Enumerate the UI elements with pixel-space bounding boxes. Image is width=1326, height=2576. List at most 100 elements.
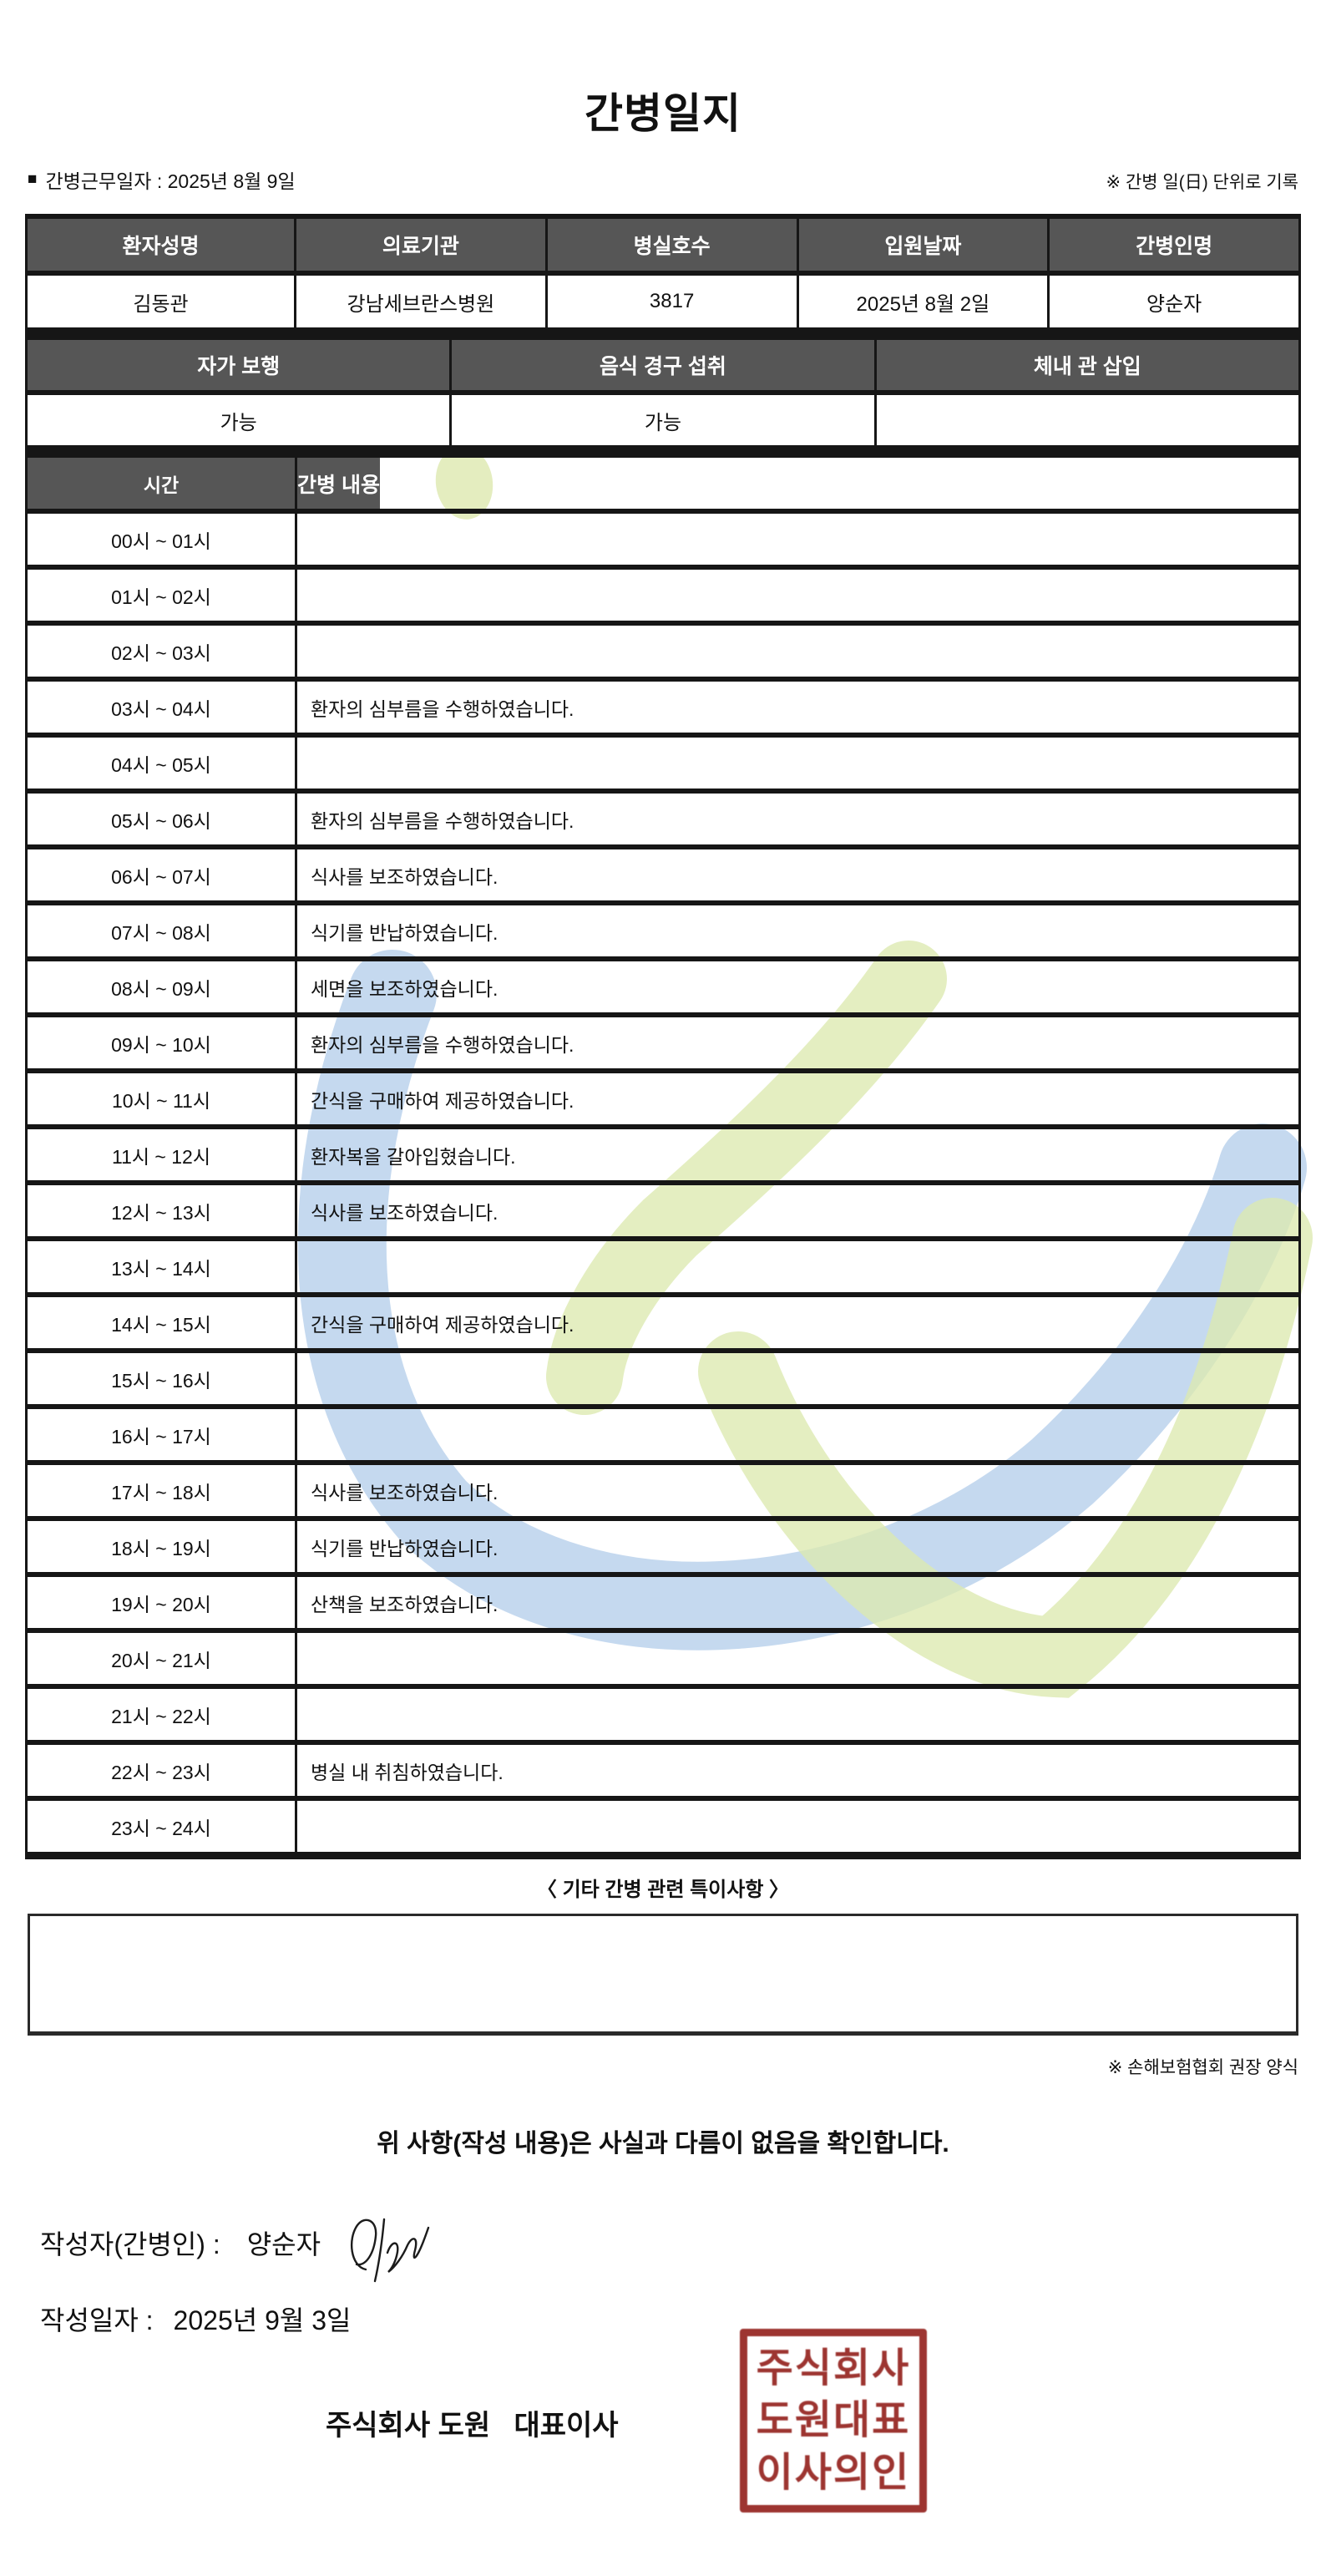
time-range-cell: 04시 ~ 05시 (28, 738, 297, 789)
writer-label: 작성자(간병인) : (40, 2229, 220, 2259)
care-table-row: 10시 ~ 11시 간식을 구매하여 제공하였습니다. (28, 1073, 1298, 1129)
time-range-cell: 17시 ~ 18시 (28, 1465, 297, 1516)
stamp-line: 이사의인 (756, 2450, 911, 2495)
unit-note: ※ 간병 일(日) 단위로 기록 (1106, 173, 1298, 192)
value-admission-date: 2025년 8월 2일 (799, 276, 1050, 327)
time-range-cell: 03시 ~ 04시 (28, 682, 297, 733)
care-table-row: 12시 ~ 13시 식사를 보조하였습니다. (28, 1185, 1298, 1241)
care-content-cell (297, 1241, 1298, 1292)
care-log-table: 시간 간병 내용 00시 ~ 01시 01시 ~ 02시 02시 ~ 03시 0… (25, 453, 1301, 1859)
care-content-cell (297, 570, 1298, 621)
care-content-cell: 식사를 보조하였습니다. (311, 865, 499, 888)
time-range-cell: 15시 ~ 16시 (28, 1353, 297, 1404)
care-table-row: 15시 ~ 16시 (28, 1353, 1298, 1409)
care-content-cell (297, 1353, 1298, 1404)
handwritten-signature (351, 2218, 430, 2283)
time-range-cell: 23시 ~ 24시 (28, 1801, 297, 1852)
stamp-line: 주식회사 (756, 2345, 911, 2391)
header-room-number: 병실호수 (547, 219, 799, 271)
page-title: 간병일지 (585, 90, 741, 137)
care-content-cell (297, 1633, 1298, 1684)
header-admission-date: 입원날짜 (798, 219, 1050, 271)
care-content-cell: 식기를 반납하였습니다. (311, 1537, 499, 1559)
value-room-number: 3817 (548, 276, 799, 327)
care-content-cell: 간식을 구매하여 제공하였습니다. (311, 1089, 574, 1112)
header-tube-insertion: 체내 관 삽입 (876, 340, 1298, 390)
value-medical-institution: 강남세브란스병원 (296, 276, 548, 327)
patient-value-row: 김동관 강남세브란스병원 3817 2025년 8월 2일 양순자 (28, 276, 1298, 332)
time-range-cell: 19시 ~ 20시 (28, 1577, 297, 1628)
care-content-cell: 식사를 보조하였습니다. (311, 1201, 499, 1224)
care-content-cell: 식기를 반납하였습니다. (311, 921, 499, 944)
time-range-cell: 21시 ~ 22시 (28, 1689, 297, 1740)
notes-box (28, 1914, 1298, 2036)
care-table-row: 03시 ~ 04시 환자의 심부름을 수행하였습니다. (28, 682, 1298, 738)
care-content-cell (297, 626, 1298, 677)
corporate-seal-stamp: 주식회사 도원대표 이사의인 (740, 2329, 927, 2513)
care-content-cell: 환자의 심부름을 수행하였습니다. (311, 697, 574, 720)
care-content-cell: 식사를 보조하였습니다. (311, 1481, 499, 1504)
care-table-row: 19시 ~ 20시 산책을 보조하였습니다. (28, 1577, 1298, 1633)
value-patient-name: 김동관 (28, 276, 296, 327)
care-table-row: 09시 ~ 10시 환자의 심부름을 수행하였습니다. (28, 1017, 1298, 1073)
bullet-square-icon: ■ (28, 170, 38, 188)
time-range-cell: 01시 ~ 02시 (28, 570, 297, 621)
time-range-cell: 08시 ~ 09시 (28, 961, 297, 1012)
company-signature-line: 주식회사 도원 대표이사 (326, 2410, 619, 2442)
status-value-row: 가능 가능 (28, 395, 1298, 450)
care-table-row: 13시 ~ 14시 (28, 1241, 1298, 1297)
care-table-row: 01시 ~ 02시 (28, 570, 1298, 626)
care-table-row: 21시 ~ 22시 (28, 1689, 1298, 1745)
care-header-row: 시간 간병 내용 (28, 458, 1298, 514)
care-content-cell: 환자의 심부름을 수행하였습니다. (311, 1033, 574, 1056)
header-patient-name: 환자성명 (28, 219, 296, 271)
care-table-row: 22시 ~ 23시 병실 내 취침하였습니다. (28, 1745, 1298, 1801)
time-range-cell: 20시 ~ 21시 (28, 1633, 297, 1684)
writer-name: 양순자 (246, 2229, 321, 2259)
header-time: 시간 (28, 458, 297, 509)
time-range-cell: 11시 ~ 12시 (28, 1129, 297, 1180)
stamp-line: 도원대표 (756, 2398, 911, 2442)
time-range-cell: 06시 ~ 07시 (28, 849, 297, 900)
work-date-line: ■ 간병근무일자 : 2025년 8월 9일 (28, 165, 296, 194)
time-range-cell: 18시 ~ 19시 (28, 1521, 297, 1572)
header-oral-intake: 음식 경구 섭취 (452, 340, 877, 390)
header-self-walking: 자가 보행 (28, 340, 453, 390)
care-content-cell: 환자복을 갈아입혔습니다. (311, 1145, 516, 1168)
care-content-cell (297, 1801, 1298, 1852)
care-table-row: 00시 ~ 01시 (28, 514, 1298, 570)
write-date-value: 2025년 9월 3일 (173, 2305, 352, 2335)
care-table-row: 18시 ~ 19시 식기를 반납하였습니다. (28, 1521, 1298, 1577)
care-content-cell: 병실 내 취침하였습니다. (311, 1761, 504, 1783)
care-table-row: 02시 ~ 03시 (28, 626, 1298, 682)
header-medical-institution: 의료기관 (296, 219, 548, 271)
header-caregiver-name: 간병인명 (1050, 219, 1298, 271)
value-tube-insertion (877, 395, 1298, 445)
time-range-cell: 13시 ~ 14시 (28, 1241, 297, 1292)
write-date-line: 작성일자 : 2025년 9월 3일 (40, 2300, 1326, 2338)
time-range-cell: 07시 ~ 08시 (28, 905, 297, 956)
care-content-cell (297, 1689, 1298, 1740)
value-self-walking: 가능 (28, 395, 453, 445)
care-content-cell: 환자의 심부름을 수행하였습니다. (311, 809, 574, 832)
time-range-cell: 10시 ~ 11시 (28, 1073, 297, 1124)
care-table-row: 23시 ~ 24시 (28, 1801, 1298, 1857)
care-content-cell: 산책을 보조하였습니다. (311, 1593, 499, 1615)
care-table-row: 05시 ~ 06시 환자의 심부름을 수행하였습니다. (28, 794, 1298, 849)
care-content-cell: 세면을 보조하였습니다. (311, 977, 499, 1000)
care-content-cell (297, 1409, 1298, 1460)
confirmation-statement: 위 사항(작성 내용)은 사실과 다름이 없음을 확인합니다. (377, 2130, 949, 2158)
care-content-cell (297, 514, 1298, 565)
value-oral-intake: 가능 (452, 395, 877, 445)
care-table-row: 04시 ~ 05시 (28, 738, 1298, 794)
notes-section-title: 〈 기타 간병 관련 특이사항 〉 (536, 1879, 790, 1901)
patient-header-row: 환자성명 의료기관 병실호수 입원날짜 간병인명 (28, 219, 1298, 276)
value-caregiver-name: 양순자 (1146, 292, 1202, 316)
care-table-row: 11시 ~ 12시 환자복을 갈아입혔습니다. (28, 1129, 1298, 1185)
care-table-row: 14시 ~ 15시 간식을 구매하여 제공하였습니다. (28, 1297, 1298, 1353)
time-range-cell: 05시 ~ 06시 (28, 794, 297, 844)
patient-info-table: 환자성명 의료기관 병실호수 입원날짜 간병인명 김동관 강남세브란스병원 38… (25, 214, 1301, 335)
time-range-cell: 09시 ~ 10시 (28, 1017, 297, 1068)
care-table-row: 20시 ~ 21시 (28, 1633, 1298, 1689)
